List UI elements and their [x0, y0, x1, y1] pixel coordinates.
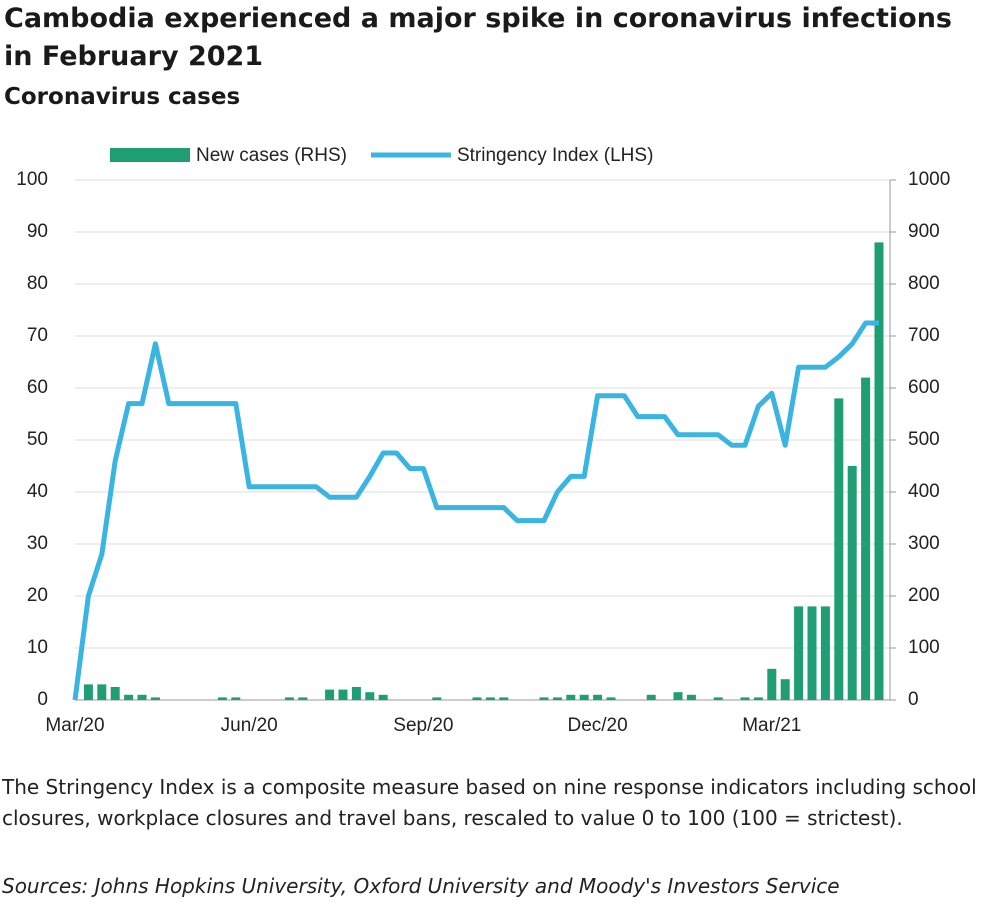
bar: [740, 697, 750, 700]
y2-tick-label: 100: [908, 637, 940, 658]
y-tick-label: 30: [27, 533, 48, 554]
bar: [110, 687, 120, 700]
bar: [217, 697, 227, 700]
x-tick-label: Jun/20: [221, 715, 278, 736]
y2-tick-label: 700: [908, 325, 940, 346]
y-tick-label: 70: [27, 325, 48, 346]
bar: [713, 697, 723, 700]
legend-label: Stringency Index (LHS): [457, 145, 653, 166]
y-tick-label: 80: [27, 273, 48, 294]
bar: [606, 697, 616, 700]
bar: [579, 694, 589, 700]
bar: [767, 668, 777, 700]
bar: [861, 377, 871, 700]
legend-label: New cases (RHS): [196, 145, 347, 166]
bar: [97, 684, 107, 700]
bar: [646, 694, 656, 700]
bar: [820, 606, 830, 700]
y2-tick-label: 300: [908, 533, 940, 554]
bar: [794, 606, 804, 700]
y-tick-label: 50: [27, 429, 48, 450]
y-tick-label: 40: [27, 481, 48, 502]
bar: [552, 697, 562, 700]
y2-tick-label: 600: [908, 377, 940, 398]
bar: [137, 694, 147, 700]
bar: [298, 697, 308, 700]
bar: [673, 692, 683, 700]
bar: [593, 694, 603, 700]
bar: [566, 694, 576, 700]
y2-tick-label: 400: [908, 481, 940, 502]
bar: [351, 687, 361, 700]
bar: [231, 697, 241, 700]
y-tick-label: 20: [27, 585, 48, 606]
y2-tick-label: 500: [908, 429, 940, 450]
y2-tick-label: 900: [908, 221, 940, 242]
y-tick-label: 60: [27, 377, 48, 398]
bar: [780, 679, 790, 700]
bar: [83, 684, 93, 700]
footnote: The Stringency Index is a composite meas…: [2, 775, 977, 830]
bar: [124, 694, 134, 700]
chart: 0102030405060708090100010020030040050060…: [16, 145, 950, 736]
bar: [874, 242, 884, 700]
bar: [834, 398, 844, 700]
chart-title: Cambodia experienced a major spike in co…: [4, 3, 952, 72]
bar: [753, 697, 763, 700]
y-tick-label: 90: [27, 221, 48, 242]
bar: [365, 692, 375, 700]
y2-tick-label: 800: [908, 273, 940, 294]
bar: [432, 697, 442, 700]
line: [72, 320, 879, 701]
bar: [847, 466, 857, 700]
bar: [499, 697, 509, 700]
x-tick-label: Sep/20: [393, 715, 453, 736]
y2-tick-label: 0: [908, 689, 919, 710]
source: Sources: Johns Hopkins University, Oxfor…: [2, 874, 840, 898]
bar: [485, 697, 495, 700]
y-tick-label: 0: [37, 689, 48, 710]
bar: [539, 697, 549, 700]
bar: [378, 694, 388, 700]
legend-swatch: [110, 148, 190, 162]
bar: [325, 689, 335, 700]
bar: [150, 697, 160, 700]
chart-subtitle: Coronavirus cases: [4, 84, 241, 110]
bar: [807, 606, 817, 700]
bar: [284, 697, 294, 700]
y-tick-label: 100: [16, 169, 48, 190]
bar: [338, 689, 348, 700]
bar: [472, 697, 482, 700]
y2-tick-label: 200: [908, 585, 940, 606]
x-tick-label: Mar/20: [45, 715, 104, 736]
x-tick-label: Mar/21: [742, 715, 801, 736]
y2-tick-label: 1000: [908, 169, 950, 190]
bar: [686, 694, 696, 700]
y-tick-label: 10: [27, 637, 48, 658]
x-tick-label: Dec/20: [567, 715, 627, 736]
